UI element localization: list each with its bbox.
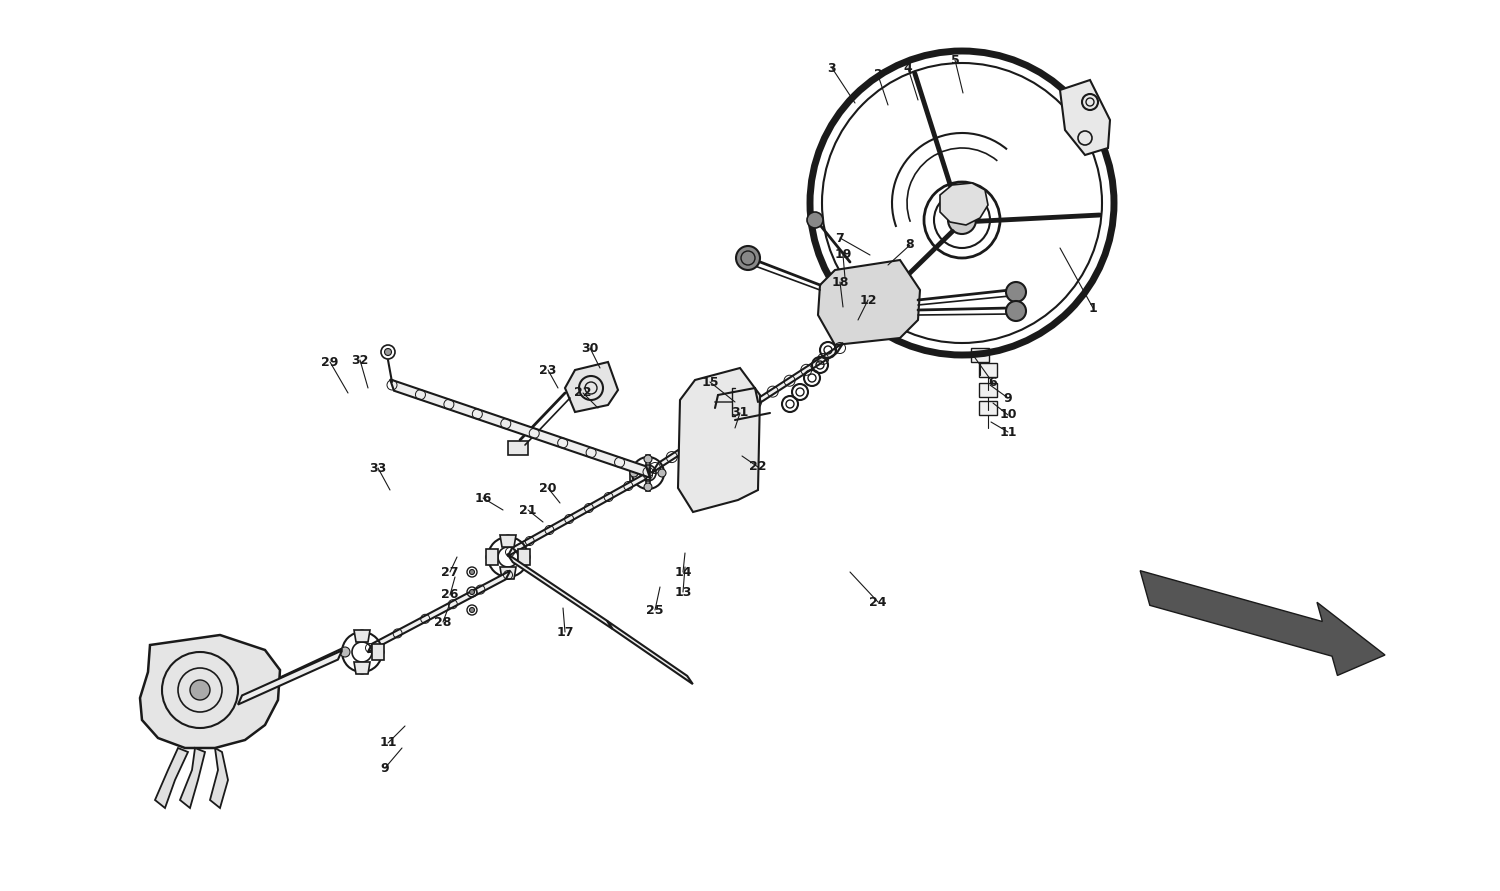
Text: 26: 26: [441, 588, 459, 601]
Text: 5: 5: [951, 53, 960, 67]
FancyBboxPatch shape: [970, 348, 988, 362]
Text: 12: 12: [859, 293, 876, 307]
Circle shape: [658, 469, 666, 477]
Circle shape: [470, 590, 474, 594]
Circle shape: [503, 535, 513, 545]
Polygon shape: [500, 567, 516, 579]
Text: 22: 22: [750, 461, 766, 473]
Polygon shape: [651, 343, 843, 473]
Text: 29: 29: [321, 356, 339, 369]
Text: 28: 28: [435, 616, 451, 628]
Polygon shape: [354, 662, 370, 674]
Circle shape: [630, 469, 638, 477]
FancyBboxPatch shape: [509, 441, 528, 455]
Text: 24: 24: [870, 595, 886, 609]
Circle shape: [644, 483, 652, 491]
Polygon shape: [630, 465, 650, 481]
Polygon shape: [507, 470, 651, 556]
Text: 20: 20: [540, 481, 556, 495]
Polygon shape: [390, 380, 650, 478]
Text: 11: 11: [380, 737, 396, 749]
Circle shape: [736, 246, 760, 270]
Text: 23: 23: [540, 364, 556, 377]
Circle shape: [357, 664, 368, 674]
Text: 9: 9: [1004, 391, 1013, 405]
Polygon shape: [232, 649, 342, 707]
Polygon shape: [646, 477, 650, 491]
Circle shape: [1007, 282, 1026, 302]
Circle shape: [520, 552, 530, 562]
Circle shape: [807, 212, 824, 228]
Polygon shape: [1060, 80, 1110, 155]
Polygon shape: [608, 621, 693, 684]
Circle shape: [470, 569, 474, 575]
Polygon shape: [180, 748, 206, 808]
Circle shape: [470, 608, 474, 612]
Text: 16: 16: [474, 492, 492, 504]
Text: 9: 9: [381, 762, 390, 774]
Text: 14: 14: [675, 566, 692, 578]
FancyBboxPatch shape: [980, 363, 998, 377]
Circle shape: [374, 647, 384, 657]
Circle shape: [644, 455, 652, 463]
Polygon shape: [940, 183, 988, 225]
Text: 10: 10: [999, 408, 1017, 421]
Polygon shape: [486, 549, 498, 565]
FancyBboxPatch shape: [980, 383, 998, 397]
Text: 15: 15: [700, 375, 718, 388]
Polygon shape: [1140, 570, 1384, 675]
Text: 21: 21: [519, 503, 537, 517]
Text: 27: 27: [441, 566, 459, 578]
Text: 32: 32: [351, 354, 369, 366]
Circle shape: [486, 552, 496, 562]
Text: 4: 4: [903, 61, 912, 75]
Polygon shape: [518, 549, 530, 565]
Circle shape: [340, 647, 350, 657]
Circle shape: [357, 630, 368, 640]
Polygon shape: [368, 570, 510, 652]
Text: 6: 6: [988, 377, 998, 389]
Text: 11: 11: [999, 426, 1017, 438]
Polygon shape: [238, 650, 342, 705]
Text: 17: 17: [556, 625, 573, 639]
Text: 2: 2: [873, 69, 882, 81]
Polygon shape: [154, 748, 188, 808]
Text: 1: 1: [1089, 301, 1098, 315]
Polygon shape: [646, 455, 650, 469]
Text: 3: 3: [828, 61, 837, 75]
FancyBboxPatch shape: [980, 401, 998, 415]
Polygon shape: [566, 362, 618, 412]
Circle shape: [503, 569, 513, 579]
Text: 25: 25: [646, 603, 663, 617]
Polygon shape: [372, 644, 384, 660]
Text: 13: 13: [675, 585, 692, 599]
Polygon shape: [354, 630, 370, 642]
Polygon shape: [140, 635, 280, 748]
Circle shape: [948, 206, 976, 234]
Text: 7: 7: [836, 232, 844, 244]
Polygon shape: [210, 748, 228, 808]
Text: 31: 31: [732, 406, 748, 420]
Text: 30: 30: [582, 341, 598, 355]
Polygon shape: [818, 260, 920, 345]
Text: 22: 22: [574, 387, 591, 399]
Polygon shape: [500, 535, 516, 547]
Circle shape: [384, 348, 392, 356]
Polygon shape: [507, 554, 614, 629]
Text: 33: 33: [369, 462, 387, 475]
Circle shape: [1007, 301, 1026, 321]
Polygon shape: [678, 368, 760, 512]
Text: 18: 18: [831, 275, 849, 289]
Text: 8: 8: [906, 239, 915, 251]
Text: 19: 19: [834, 249, 852, 261]
Circle shape: [190, 680, 210, 700]
